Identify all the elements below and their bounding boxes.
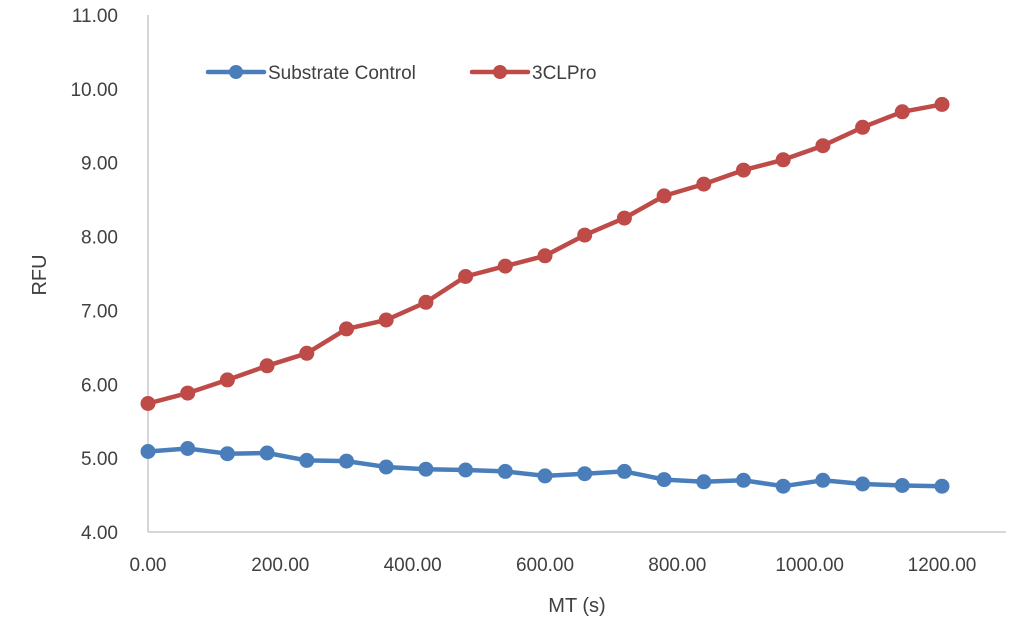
data-point — [418, 294, 434, 310]
data-point — [140, 444, 156, 459]
y-tick-label: 8.00 — [81, 228, 118, 249]
plot-area — [140, 96, 950, 494]
data-point — [656, 188, 672, 204]
data-point — [339, 321, 354, 337]
x-tick-label: 1000.00 — [775, 555, 844, 576]
data-point — [934, 478, 950, 494]
data-point — [934, 96, 950, 112]
data-point — [894, 478, 910, 493]
data-point — [775, 152, 791, 168]
y-tick-label: 4.00 — [81, 523, 118, 544]
data-point — [180, 385, 196, 401]
data-point — [378, 312, 394, 328]
data-point — [259, 358, 275, 374]
data-point — [656, 472, 672, 488]
x-axis-title: MT (s) — [548, 595, 605, 617]
data-point — [696, 474, 712, 490]
data-point — [140, 396, 156, 411]
x-tick-label: 0.00 — [130, 555, 167, 576]
data-point — [855, 476, 871, 492]
y-tick-label: 6.00 — [81, 375, 118, 396]
legend-marker — [229, 65, 243, 79]
data-point — [378, 459, 394, 475]
y-tick-label: 9.00 — [81, 154, 118, 175]
legend-label: Substrate Control — [268, 63, 416, 84]
legend-item: Substrate Control — [205, 63, 416, 84]
data-point — [458, 269, 474, 284]
data-point — [180, 441, 196, 456]
legend-marker — [493, 65, 507, 79]
data-point — [537, 468, 553, 484]
data-point — [219, 446, 235, 462]
data-point — [616, 463, 632, 479]
x-tick-label: 200.00 — [251, 555, 309, 576]
data-point — [696, 176, 712, 192]
data-point — [815, 138, 831, 154]
data-point — [577, 227, 593, 243]
data-point — [894, 104, 910, 120]
data-point — [339, 453, 354, 469]
y-tick-label: 10.00 — [70, 80, 118, 101]
data-point — [497, 463, 513, 479]
x-tick-label: 400.00 — [384, 555, 442, 576]
data-point — [736, 162, 751, 178]
data-point — [219, 372, 235, 388]
y-tick-label: 7.00 — [81, 301, 118, 322]
data-point — [616, 210, 632, 226]
data-point — [537, 248, 553, 264]
legend: Substrate Control 3CLPro — [205, 63, 596, 84]
x-tick-label: 800.00 — [648, 555, 706, 576]
legend-item: 3CLPro — [469, 63, 596, 84]
data-point — [259, 445, 275, 461]
series-1 — [140, 441, 950, 494]
series-2 — [140, 96, 950, 411]
data-point — [299, 452, 315, 468]
data-point — [418, 461, 434, 477]
data-point — [299, 345, 315, 361]
data-point — [577, 466, 593, 482]
legend-label: 3CLPro — [532, 63, 596, 84]
data-point — [736, 472, 751, 488]
y-tick-label: 11.00 — [72, 6, 118, 27]
x-tick-label: 600.00 — [516, 555, 574, 576]
y-axis-title: RFU — [29, 254, 51, 295]
data-point — [855, 119, 871, 135]
y-tick-label: 5.00 — [81, 449, 118, 470]
data-point — [815, 472, 831, 488]
axes: 4.00 5.00 6.00 7.00 8.00 9.00 10.00 11.00 0.00 20… — [70, 6, 1006, 576]
x-tick-label: 1200.00 — [908, 555, 977, 576]
data-point — [458, 462, 474, 478]
data-point — [497, 258, 513, 274]
data-point — [775, 478, 791, 494]
